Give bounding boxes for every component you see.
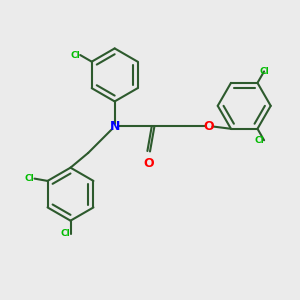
Text: N: N <box>110 120 120 133</box>
Text: Cl: Cl <box>254 136 264 145</box>
Text: O: O <box>204 120 214 133</box>
Text: Cl: Cl <box>70 50 80 59</box>
Text: O: O <box>143 157 154 170</box>
Text: Cl: Cl <box>61 230 70 238</box>
Text: Cl: Cl <box>259 67 269 76</box>
Text: Cl: Cl <box>25 174 34 183</box>
